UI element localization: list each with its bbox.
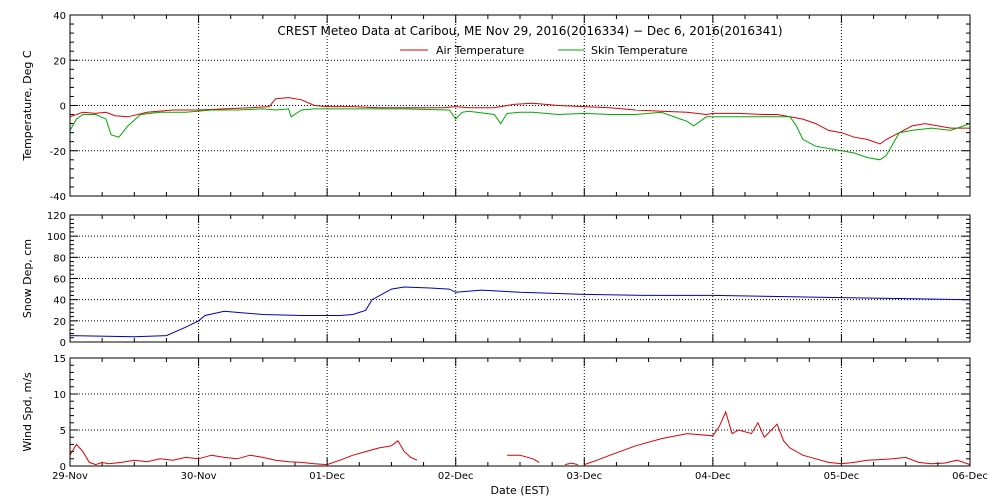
y-tick-label: 15	[53, 354, 66, 365]
y-tick-label: 0	[60, 462, 66, 473]
x-tick-label: 01-Dec	[309, 471, 345, 482]
y-tick-label: 40	[53, 11, 66, 22]
y-axis-title: Snow Dep, cm	[21, 239, 34, 318]
y-tick-label: 20	[53, 317, 66, 328]
y-tick-label: 0	[60, 102, 66, 113]
series-line-p3-s1-seg1	[69, 443, 328, 466]
x-axis-title: Date (EST)	[490, 484, 549, 497]
y-tick-label: 60	[53, 275, 66, 286]
y-tick-label: 80	[53, 253, 66, 264]
series-line-p3-s1-seg3	[507, 454, 540, 463]
y-tick-label: 5	[60, 426, 66, 437]
x-tick-label: 30-Nov	[181, 471, 217, 482]
x-tick-label: 06-Dec	[952, 471, 988, 482]
series-line-p3-s1-seg2	[326, 440, 418, 466]
y-axis-title: Temperature, Deg C	[21, 50, 34, 161]
x-tick-label: 02-Dec	[438, 471, 474, 482]
y-tick-label: -40	[50, 192, 66, 203]
x-tick-label: 05-Dec	[824, 471, 860, 482]
x-tick-label: 03-Dec	[566, 471, 602, 482]
panel-3: 0 5 10 15 Wind Spd, m/s	[21, 354, 971, 473]
legend-label-skin-temperature: Skin Temperature	[591, 44, 688, 57]
chart-title: CREST Meteo Data at Caribou, ME Nov 29, …	[277, 24, 782, 38]
y-tick-label: 40	[53, 296, 66, 307]
panel-2: 0 20 40 60 80 100 120 Snow Dep, cm	[21, 211, 971, 349]
y-axis-title: Wind Spd, m/s	[21, 372, 34, 452]
series-line-p2-s1-seg1	[69, 286, 971, 338]
x-tick-label: 29-Nov	[52, 471, 88, 482]
y-tick-label: -20	[50, 147, 66, 158]
panel-frame	[69, 214, 971, 343]
panel-1: -40 -20 0 20 40 Temperature, Deg C	[21, 11, 971, 203]
panel-frame	[69, 14, 971, 197]
y-tick-label: 100	[47, 232, 66, 243]
series-line-p1-s1-seg1	[69, 97, 970, 145]
y-tick-label: 10	[53, 390, 66, 401]
y-tick-label: 0	[60, 338, 66, 349]
chart-legend: Air Temperature Skin Temperature	[400, 44, 688, 57]
series-line-p1-s2-seg1	[69, 108, 971, 161]
panel-frame	[69, 357, 971, 467]
series-line-p3-s1-seg4	[564, 462, 579, 466]
chart-panels: -40 -20 0 20 40 Temperature, Deg C 0 20 40 60 80 10…	[21, 11, 988, 482]
x-tick-label: 04-Dec	[695, 471, 731, 482]
y-tick-label: 120	[47, 211, 66, 222]
series-line-p3-s1-seg5	[584, 410, 971, 466]
y-tick-label: 20	[53, 56, 66, 67]
legend-label-air-temperature: Air Temperature	[436, 44, 525, 57]
